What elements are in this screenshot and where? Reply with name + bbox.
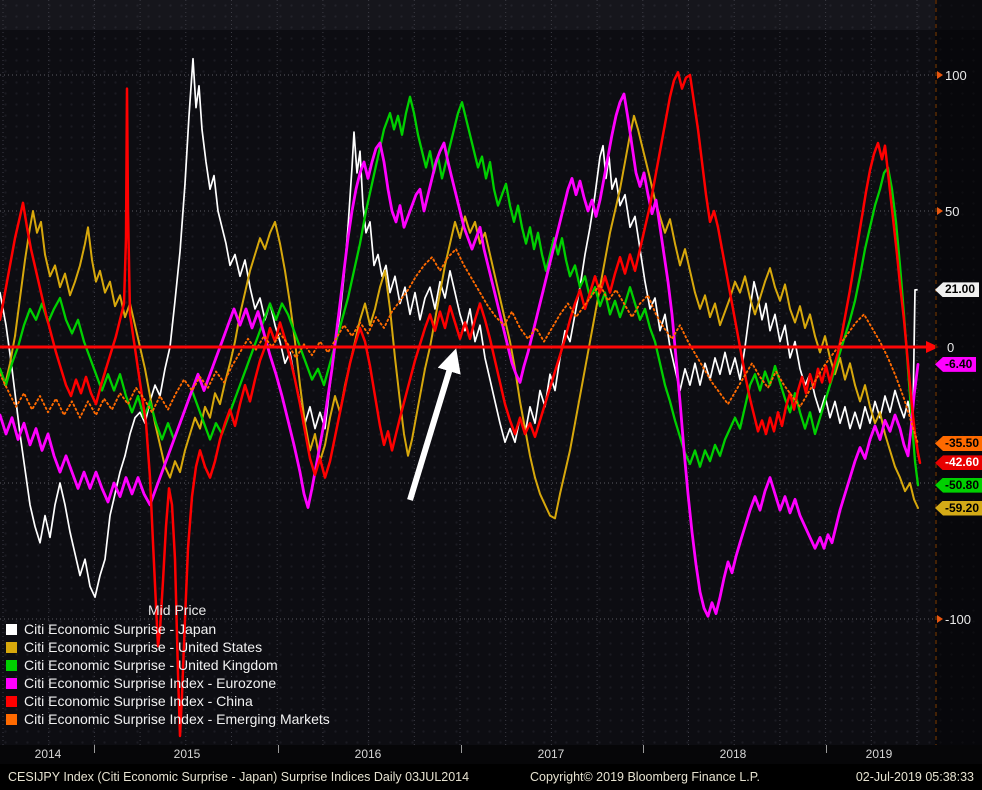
copyright-text: Copyright© 2019 Bloomberg Finance L.P. xyxy=(530,770,760,784)
y-axis-tick-50: 50 xyxy=(937,203,959,219)
legend-item-eurozone[interactable]: Citi Economic Surprise Index - Eurozone xyxy=(6,674,330,692)
y-axis-tick-100: 100 xyxy=(937,67,967,83)
tick-arrow-icon xyxy=(937,71,943,79)
x-axis-year-label: 2018 xyxy=(719,747,747,761)
x-axis-tick xyxy=(278,745,279,753)
x-axis-tick xyxy=(94,745,95,753)
x-axis-year-label: 2014 xyxy=(34,747,62,761)
legend-item-label: Citi Economic Surprise Index - China xyxy=(24,693,253,709)
y-axis-tick-label: 0 xyxy=(947,339,955,355)
legend-item-uk[interactable]: Citi Economic Surprise - United Kingdom xyxy=(6,656,330,674)
last-price-badge-uk: -50.80 xyxy=(935,477,982,493)
legend-title: Mid Price xyxy=(148,602,207,618)
legend-item-us[interactable]: Citi Economic Surprise - United States xyxy=(6,638,330,656)
y-axis-tick-label: 50 xyxy=(945,203,960,219)
x-axis-row: 2014 2015 2016 2017 2018 2019 xyxy=(0,745,935,764)
legend-item-label: Citi Economic Surprise Index - Eurozone xyxy=(24,675,277,691)
legend-swatch-icon xyxy=(6,677,17,689)
chart-legend: Mid Price Citi Economic Surprise - Japan… xyxy=(6,602,330,728)
tick-arrow-icon xyxy=(937,207,943,215)
y-axis-tick-label: 100 xyxy=(945,67,967,83)
x-axis-year-label: 2017 xyxy=(537,747,565,761)
status-bar: CESIJPY Index (Citi Economic Surprise - … xyxy=(0,764,982,790)
legend-item-china[interactable]: Citi Economic Surprise Index - China xyxy=(6,692,330,710)
last-price-badge-eurozone: -6.40 xyxy=(935,356,977,372)
chart-svg xyxy=(0,0,939,745)
chart-plot-area[interactable]: Mid Price Citi Economic Surprise - Japan… xyxy=(0,0,982,745)
x-axis-year-label: 2019 xyxy=(865,747,893,761)
y-axis-tick-0: 0 xyxy=(947,339,954,355)
legend-item-label: Citi Economic Surprise - United Kingdom xyxy=(24,657,278,673)
series-line-eurozone xyxy=(0,92,920,618)
timestamp: 02-Jul-2019 05:38:33 xyxy=(855,770,974,784)
x-axis-year-label: 2015 xyxy=(173,747,201,761)
x-axis-tick xyxy=(461,745,462,753)
y-axis-tick-label: -100 xyxy=(945,611,972,627)
legend-swatch-icon xyxy=(6,623,17,635)
annotations xyxy=(0,0,939,745)
zero-line-arrowhead xyxy=(926,341,939,353)
series-line-uk xyxy=(0,95,920,487)
x-axis-year-label: 2016 xyxy=(354,747,382,761)
series-line-japan xyxy=(0,57,918,599)
legend-item-japan[interactable]: Citi Economic Surprise - Japan xyxy=(6,620,330,638)
y-axis-panel: 100 50 0 -100 21.00 -59.20 -50.80 -6.40 -42.60 -3… xyxy=(935,0,982,745)
legend-swatch-icon xyxy=(6,659,17,671)
last-price-badge-china: -42.60 xyxy=(935,455,982,471)
last-price-badge-em: -35.50 xyxy=(935,436,982,452)
x-axis-tick xyxy=(826,745,827,753)
legend-item-em[interactable]: Citi Economic Surprise Index - Emerging … xyxy=(6,710,330,728)
annotation-arrow xyxy=(407,348,461,501)
legend-item-label: Citi Economic Surprise Index - Emerging … xyxy=(24,711,330,727)
tick-arrow-icon xyxy=(937,615,943,623)
last-price-badge-japan: 21.00 xyxy=(935,282,980,298)
legend-item-label: Citi Economic Surprise - Japan xyxy=(24,621,217,637)
y-axis-tick--100: -100 xyxy=(937,611,971,627)
series-line-us xyxy=(0,114,919,520)
series-line-em xyxy=(0,248,919,445)
series-lines xyxy=(0,57,922,738)
last-price-badge-us: -59.20 xyxy=(935,500,982,516)
series-line-china xyxy=(0,71,922,738)
x-axis-tick xyxy=(643,745,644,753)
plot-top-band xyxy=(0,0,982,30)
legend-swatch-icon xyxy=(6,713,17,725)
security-description: CESIJPY Index (Citi Economic Surprise - … xyxy=(8,770,470,784)
legend-swatch-icon xyxy=(6,641,17,653)
legend-swatch-icon xyxy=(6,695,17,707)
legend-item-label: Citi Economic Surprise - United States xyxy=(24,639,263,655)
